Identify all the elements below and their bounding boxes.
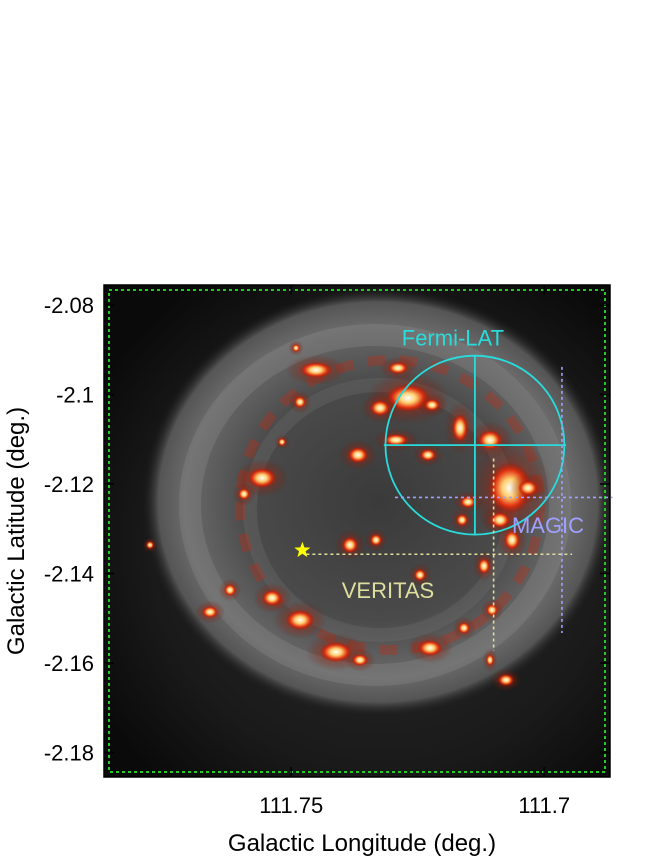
bright-knots	[142, 340, 552, 692]
bright-knot	[342, 537, 358, 553]
y-tick-label: -2.16	[44, 651, 94, 676]
magic-label: MAGIC	[512, 513, 584, 538]
bright-knot	[460, 496, 476, 508]
bright-knot	[352, 654, 368, 666]
y-tick-label: -2.1	[56, 383, 94, 408]
bright-knot	[370, 400, 390, 416]
plot-border	[103, 284, 611, 778]
bright-knot	[498, 674, 514, 686]
bright-knot	[504, 530, 520, 550]
star-marker	[294, 541, 311, 558]
bright-knot	[486, 654, 494, 666]
y-tick-label: -2.18	[44, 740, 94, 765]
y-tick-label: -2.08	[44, 293, 94, 318]
bright-knot	[420, 449, 436, 461]
bright-knot	[320, 642, 352, 662]
bright-knot	[294, 396, 306, 408]
x-tick-label: 111.7	[518, 793, 570, 818]
bright-knot	[518, 480, 538, 496]
bright-knot	[292, 344, 300, 352]
x-tick-label: 111.75	[259, 793, 323, 818]
bright-knot	[388, 362, 408, 374]
bright-knot	[458, 622, 470, 634]
bright-knot	[478, 558, 490, 574]
magic-marker	[394, 366, 613, 633]
bright-knot	[348, 447, 368, 463]
bright-knot	[262, 590, 282, 606]
bright-knot	[224, 584, 236, 596]
x-axis-title: Galactic Longitude (deg.)	[228, 830, 496, 857]
bright-knot	[146, 541, 154, 549]
bright-knot	[278, 438, 286, 446]
y-tick-label: -2.14	[44, 561, 94, 586]
shell-filament-outer	[179, 324, 571, 686]
bright-knot	[456, 514, 468, 526]
bright-knot	[248, 468, 276, 488]
bright-knot	[418, 640, 442, 656]
instrument-overlays: Fermi-LAT MAGIC VERITAS	[294, 326, 613, 651]
fermi-lat-marker	[383, 354, 566, 536]
y-axis-title: Galactic Latitude (deg.)	[3, 407, 30, 655]
fermi-lat-label: Fermi-LAT	[402, 326, 504, 351]
bright-knot	[286, 610, 314, 630]
bright-knot	[452, 414, 468, 442]
bright-knot	[238, 488, 250, 500]
bright-knot	[370, 534, 382, 546]
bright-knot	[202, 606, 218, 618]
frame-border	[108, 289, 606, 773]
veritas-marker	[306, 458, 573, 651]
bright-knot	[486, 604, 498, 616]
bright-knot	[414, 569, 426, 581]
axes: -2.08 -2.1 -2.12 -2.14 -2.16 -2.18 111.75 111.7	[44, 285, 610, 818]
y-tick-label: -2.12	[44, 472, 94, 497]
veritas-label: VERITAS	[342, 578, 435, 603]
bright-knot	[384, 434, 408, 446]
bright-knot	[424, 399, 440, 411]
bright-knot	[300, 362, 332, 378]
